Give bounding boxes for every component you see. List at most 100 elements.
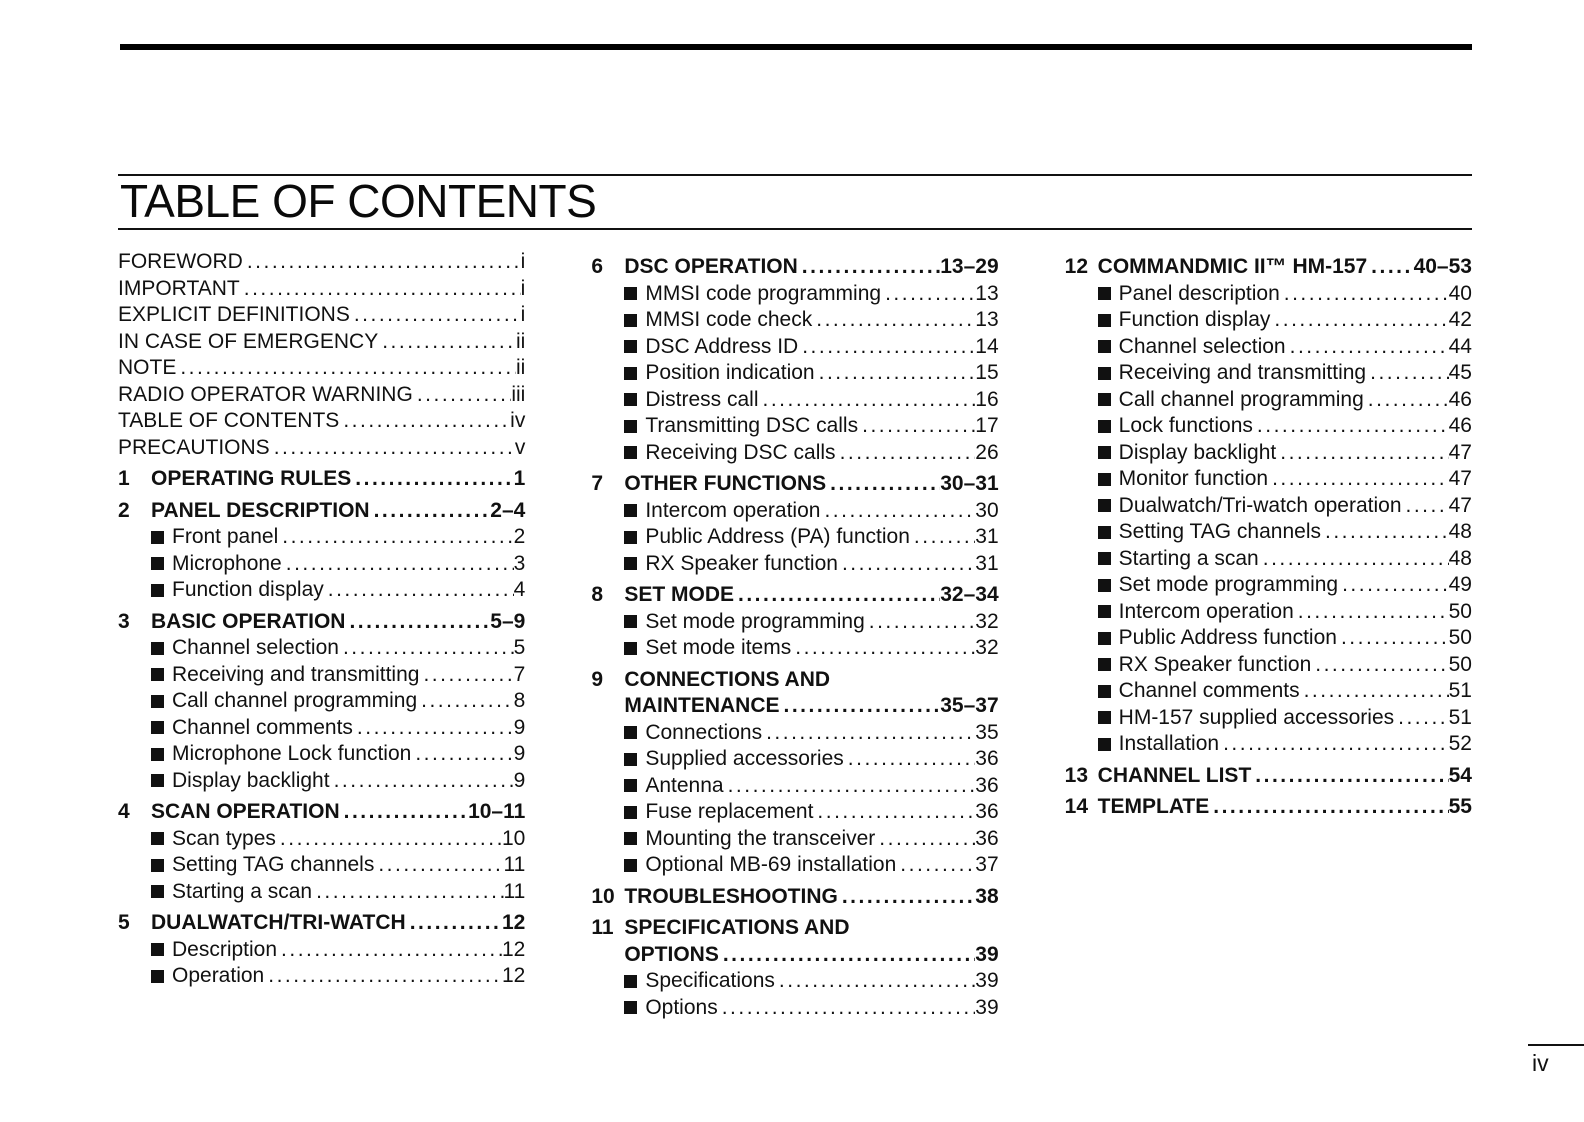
page-number: 12: [501, 937, 526, 961]
page-number: 47: [1448, 440, 1472, 464]
entry-label: Transmitting DSC calls: [645, 414, 859, 437]
dot-leader: [340, 799, 468, 826]
dot-leader: [1321, 519, 1449, 546]
page-number: 13: [975, 308, 999, 331]
section-number: 12: [1064, 255, 1089, 278]
entry-label: Options: [645, 995, 718, 1019]
dot-leader: [858, 413, 975, 440]
toc-sub-entry: Receiving and transmitting 7: [118, 662, 525, 689]
toc-section-entry: 6 DSC OPERATION 13–29: [591, 254, 998, 281]
dot-leader: [277, 937, 502, 964]
square-bullet-icon: [151, 832, 164, 845]
toc-sub-entry: Monitor function 47: [1065, 466, 1472, 493]
square-bullet-icon: [624, 752, 638, 766]
page-number: 35: [975, 720, 999, 744]
section-number: 10: [591, 884, 615, 908]
toc-sub-entry: Set mode programming 49: [1065, 572, 1472, 599]
section-number: 3: [118, 609, 130, 633]
toc-sub-entry: Channel selection 5: [118, 635, 525, 662]
page-number: 15: [975, 361, 999, 384]
toc-sub-entry: Display backlight 9: [118, 768, 525, 795]
toc-section-entry: 2 PANEL DESCRIPTION 2–4: [118, 498, 525, 525]
page-number: 10: [501, 826, 526, 850]
entry-label: Display backlight: [1118, 440, 1277, 464]
toc-sub-entry: Microphone Lock function 9: [118, 741, 525, 768]
dot-leader: [351, 466, 513, 493]
square-bullet-icon: [151, 858, 164, 872]
page-number: 36: [975, 773, 999, 797]
toc-front-entry: NOTE ii: [118, 355, 525, 382]
entry-label: Mounting the transceiver: [645, 826, 876, 850]
entry-label: OPTIONS: [624, 942, 719, 966]
square-bullet-icon: [624, 779, 638, 792]
entry-label: Call channel programming: [1118, 387, 1364, 411]
dot-leader: [865, 609, 976, 636]
square-bullet-icon: [1097, 552, 1111, 565]
square-bullet-icon: [1097, 499, 1111, 512]
page-number: 37: [975, 853, 999, 876]
dot-leader: [243, 249, 521, 276]
square-bullet-icon: [151, 641, 164, 655]
page-number: i: [520, 250, 526, 273]
dot-leader: [798, 334, 975, 361]
dot-leader: [1366, 360, 1449, 387]
toc-sub-entry: Public Address function 50: [1065, 625, 1472, 652]
dot-leader: [413, 382, 512, 409]
page-number: 2–4: [490, 498, 526, 522]
entry-label: Function display: [172, 578, 324, 601]
section-number: 7: [591, 472, 604, 495]
page-number: 11: [503, 879, 526, 903]
entry-label: MMSI code programming: [645, 281, 882, 305]
toc-sub-entry: Scan types 10: [118, 826, 525, 853]
square-bullet-icon: [1097, 578, 1111, 592]
dot-leader: [1270, 307, 1448, 334]
entry-label: Fuse replacement: [645, 800, 814, 823]
toc-sub-entry: Intercom operation 30: [591, 498, 999, 525]
section-number: 1: [118, 467, 130, 490]
entry-label: Distress call: [645, 387, 759, 411]
dot-leader: [417, 688, 514, 715]
toc-section-entry: 11 SPECIFICATIONS AND: [591, 915, 998, 942]
page-number: 39: [975, 942, 999, 966]
page-number: 50: [1448, 599, 1472, 623]
page-number: 10–11: [468, 800, 526, 823]
toc-sub-entry: Front panel 2: [118, 524, 525, 551]
dot-leader: [791, 635, 975, 662]
entry-label: Optional MB-69 installation: [645, 853, 897, 876]
square-bullet-icon: [151, 694, 164, 708]
dot-leader: [1367, 254, 1413, 281]
toc-sub-entry: Function display 42: [1065, 307, 1472, 334]
entry-label: SCAN OPERATION: [151, 800, 340, 823]
entry-label: TABLE OF CONTENTS: [118, 409, 340, 432]
square-bullet-icon: [1097, 366, 1111, 380]
square-bullet-icon: [624, 446, 638, 459]
entry-label: HM-157 supplied accessories: [1118, 705, 1395, 729]
entry-label: Microphone: [172, 551, 282, 575]
page-number: 32–34: [940, 583, 999, 606]
dot-leader: [838, 551, 975, 578]
square-bullet-icon: [151, 557, 164, 570]
dot-leader: [1337, 625, 1449, 652]
page-number: 17: [975, 414, 999, 437]
page-number: 31: [975, 525, 999, 548]
square-bullet-icon: [1097, 393, 1111, 406]
toc-sub-entry: Channel selection 44: [1065, 334, 1472, 361]
page-number: 30–31: [940, 472, 999, 495]
toc-sub-entry: Function display 4: [118, 577, 525, 604]
square-bullet-icon: [1097, 525, 1111, 539]
dot-leader: [176, 355, 516, 382]
page-number: iv: [510, 409, 526, 432]
entry-label: COMMANDMIC II™ HM-157: [1097, 255, 1368, 278]
dot-leader: [1311, 652, 1448, 679]
toc-sub-entry: Microphone 3: [118, 551, 525, 578]
entry-label: OPERATING RULES: [151, 467, 352, 490]
square-bullet-icon: [624, 504, 638, 517]
entry-label: Starting a scan: [1118, 546, 1259, 570]
entry-label: PANEL DESCRIPTION: [151, 498, 370, 522]
toc-sub-entry: Call channel programming 8: [118, 688, 525, 715]
square-bullet-icon: [151, 943, 164, 956]
dot-leader: [1364, 387, 1449, 414]
page-number: i: [520, 276, 526, 300]
entry-label: Antenna: [645, 773, 724, 797]
entry-label: TEMPLATE: [1097, 795, 1210, 818]
